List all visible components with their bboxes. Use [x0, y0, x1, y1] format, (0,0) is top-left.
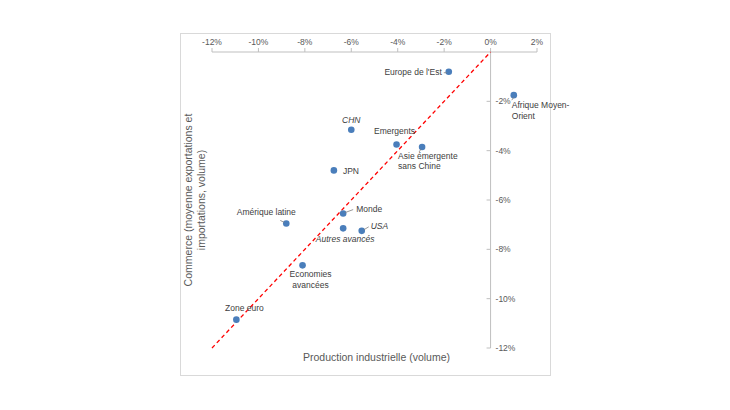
- x-tick-label: -12%: [202, 37, 222, 47]
- x-tick-label: -10%: [249, 37, 269, 47]
- point-label: Afrique Moyen-Orient: [512, 100, 570, 121]
- label-leader: [280, 220, 284, 222]
- label-leader: [444, 72, 447, 73]
- point: [283, 220, 290, 227]
- point-label: Asie émergentesans Chine: [398, 151, 458, 172]
- point: [358, 228, 365, 235]
- x-tick-label: -4%: [390, 37, 406, 47]
- point-label: CHN: [342, 115, 361, 125]
- point-label: Amérique latine: [237, 207, 296, 217]
- y-tick: [487, 150, 491, 151]
- point-label: Emergents: [374, 126, 415, 136]
- y-tick: [487, 200, 491, 201]
- point-label: JPN: [343, 166, 359, 176]
- y-tick-label: -4%: [496, 146, 512, 156]
- y-tick: [487, 348, 491, 349]
- point-label: USA: [371, 221, 389, 231]
- x-axis-title: Production industrielle (volume): [303, 351, 450, 363]
- x-tick-label: -2%: [437, 37, 453, 47]
- reference-line: [212, 52, 491, 348]
- y-axis-title: Commerce (moyenne exportations etimporta…: [182, 114, 207, 287]
- y-tick-label: -12%: [496, 343, 516, 353]
- y-tick-label: -8%: [496, 244, 512, 254]
- point-label: Monde: [356, 204, 382, 214]
- x-tick-label: -8%: [297, 37, 313, 47]
- point-label: Autres avancés: [315, 234, 375, 244]
- chart-frame: [181, 34, 551, 376]
- y-tick-label: -10%: [496, 294, 516, 304]
- x-tick: [490, 48, 491, 52]
- y-tick-label: -6%: [496, 195, 512, 205]
- label-leader: [364, 227, 369, 230]
- point: [348, 126, 355, 133]
- x-tick: [537, 48, 538, 52]
- x-tick-label: -6%: [344, 37, 360, 47]
- point: [331, 167, 338, 174]
- x-tick: [397, 48, 398, 52]
- point-label: Zone euro: [225, 303, 264, 313]
- point-label: Europe de l'Est: [384, 67, 442, 77]
- point-label: Economiesavancées: [290, 269, 332, 290]
- x-tick: [304, 48, 305, 52]
- point: [340, 210, 347, 217]
- x-tick-label: 2%: [531, 37, 544, 47]
- label-leader: [345, 210, 353, 213]
- y-tick-label: -2%: [496, 96, 512, 106]
- point: [233, 316, 240, 323]
- point: [445, 68, 452, 75]
- x-tick: [351, 48, 352, 52]
- x-tick-label: 0%: [484, 37, 497, 47]
- x-axis-line: [212, 52, 537, 53]
- chart: -12% -10% -8% -6% -4% -2% 0% 2% -2% -4% -6% -8% -10%…: [0, 0, 730, 410]
- point: [419, 144, 426, 151]
- point-labels: Europe de l'Est Afrique Moyen-Orient CHN Em…: [225, 67, 570, 313]
- point: [340, 225, 347, 232]
- y-tick: [487, 249, 491, 250]
- y-tick: [487, 101, 491, 102]
- point: [299, 262, 306, 269]
- point: [393, 141, 400, 148]
- y-tick: [487, 298, 491, 299]
- x-tick: [258, 48, 259, 52]
- x-tick: [212, 48, 213, 52]
- plot-area: [212, 52, 517, 348]
- axes: -12% -10% -8% -6% -4% -2% 0% 2% -2% -4% -6% -8% -10%…: [202, 37, 544, 353]
- x-tick: [444, 48, 445, 52]
